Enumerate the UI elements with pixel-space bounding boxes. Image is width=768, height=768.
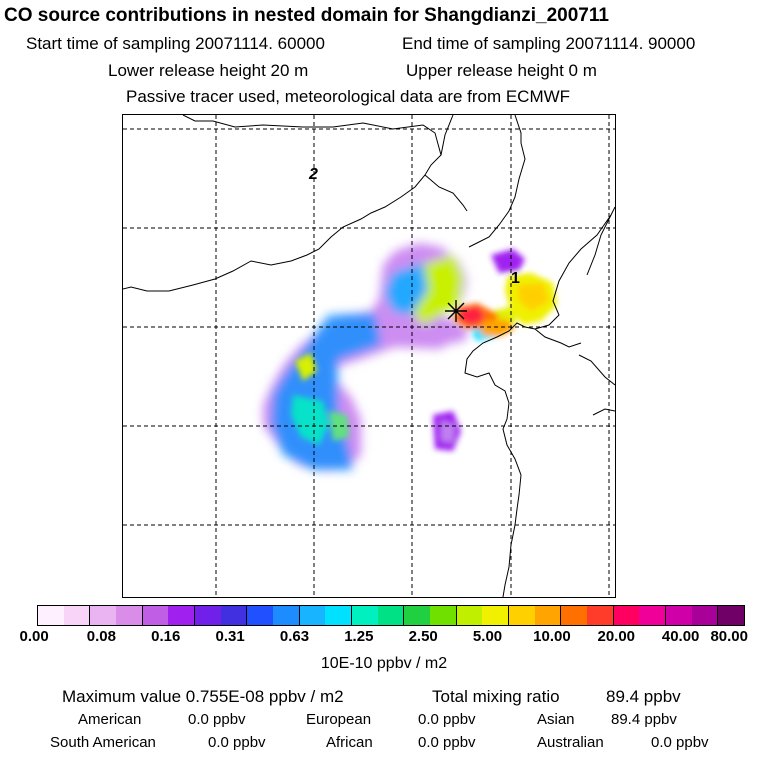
colorbar-segment: [717, 606, 745, 625]
colorbar-segment: [63, 606, 90, 625]
start-time-label: Start time of sampling 20071114. 60000: [26, 34, 325, 53]
south-american-label: South American: [50, 734, 156, 751]
south-american-value: 0.0 ppbv: [208, 734, 266, 751]
colorbar-segment: [639, 606, 666, 625]
african-label: African: [326, 734, 373, 751]
american-value: 0.0 ppbv: [188, 711, 246, 728]
australian-value: 0.0 ppbv: [651, 734, 709, 751]
colorbar-segment: [38, 606, 64, 625]
colorbar-segment: [325, 606, 352, 625]
page-title: CO source contributions in nested domain…: [4, 5, 609, 26]
colorbar-segment: [560, 606, 588, 625]
colorbar-segment: [273, 606, 299, 625]
colorbar-segment: [168, 606, 195, 625]
asian-value: 89.4 ppbv: [611, 711, 677, 728]
colorbar-segment: [482, 606, 509, 625]
coastline: [123, 115, 615, 597]
colorbar-segment: [612, 606, 640, 625]
african-value: 0.0 ppbv: [418, 734, 476, 751]
colorbar-tick-label: 5.00: [472, 628, 503, 645]
colorbar-segment: [534, 606, 561, 625]
colorbar-tick-label: 80.00: [710, 628, 749, 645]
upper-release-height-label: Upper release height 0 m: [406, 61, 597, 80]
x-star-icon: [445, 300, 467, 322]
colorbar-tick-label: 0.00: [19, 628, 49, 645]
map-panel: 2 1: [122, 114, 616, 598]
colorbar-tick-label: 2.50: [408, 628, 438, 645]
lat-lon-grid: [123, 115, 615, 597]
region-label-2: 2: [308, 166, 318, 183]
colorbar-tick-label: 0.16: [151, 628, 181, 645]
lower-release-height-label: Lower release height 20 m: [108, 61, 309, 80]
tracer-note: Passive tracer used, meteorological data…: [126, 87, 571, 106]
colorbar-tick-label: 0.08: [86, 628, 116, 645]
colorbar-segment: [351, 606, 378, 625]
american-label: American: [78, 711, 142, 728]
european-value: 0.0 ppbv: [418, 711, 476, 728]
colorbar-tick-label: 40.00: [661, 628, 700, 645]
colorbar-segment: [691, 606, 718, 625]
region-label-1: 1: [511, 270, 520, 287]
colorbar: [37, 605, 745, 626]
colorbar-segment: [508, 606, 535, 625]
colorbar-segment: [587, 606, 613, 625]
colorbar-segment: [377, 606, 404, 625]
colorbar-segment: [220, 606, 247, 625]
colorbar-segment: [141, 606, 169, 625]
colorbar-segment: [403, 606, 431, 625]
colorbar-segment: [194, 606, 221, 625]
total-mixing-label: Total mixing ratio: [432, 687, 560, 706]
european-label: European: [306, 711, 372, 728]
colorbar-segment: [89, 606, 117, 625]
asian-label: Asian: [537, 711, 575, 728]
colorbar-units: 10E-10 ppbv / m2: [320, 655, 448, 672]
colorbar-segment: [298, 606, 326, 625]
total-mixing-value: 89.4 ppbv: [606, 687, 681, 706]
max-value-label: Maximum value 0.755E-08 ppbv / m2: [62, 687, 344, 706]
colorbar-segment: [665, 606, 692, 625]
colorbar-tick-label: 1.25: [344, 628, 374, 645]
concentration-plume: [263, 243, 557, 471]
australian-label: Australian: [537, 734, 604, 751]
colorbar-tick-label: 0.63: [279, 628, 310, 645]
colorbar-segment: [246, 606, 274, 625]
colorbar-tick-label: 10.00: [533, 628, 571, 645]
colorbar-tick-label: 0.31: [215, 628, 245, 645]
map-canvas: 2 1: [123, 115, 615, 597]
colorbar-segment: [455, 606, 483, 625]
colorbar-tick-label: 20.00: [597, 628, 636, 645]
end-time-label: End time of sampling 20071114. 90000: [402, 34, 696, 53]
colorbar-segment: [116, 606, 142, 625]
colorbar-segment: [430, 606, 456, 625]
